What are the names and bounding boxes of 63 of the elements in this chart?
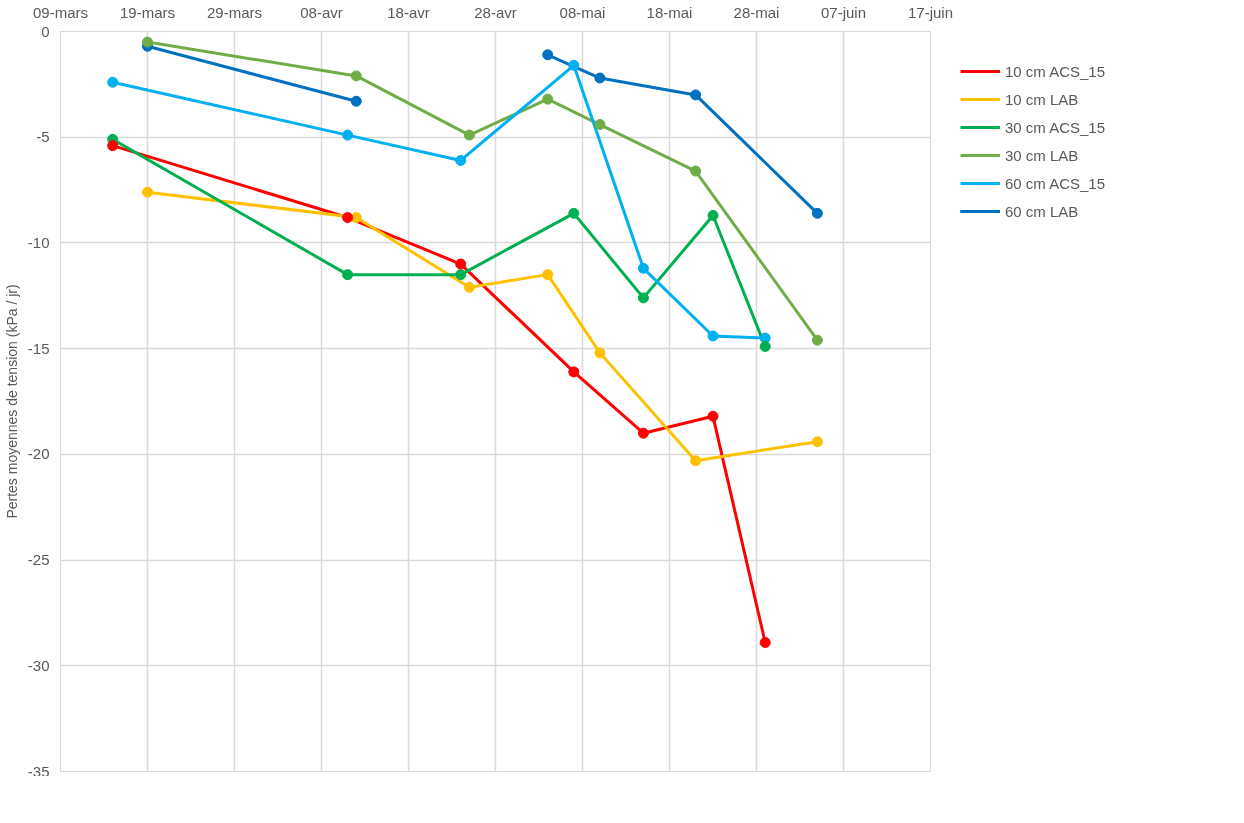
point <box>811 436 823 448</box>
point <box>542 49 554 61</box>
x-tick-label: 18-mai <box>646 3 693 21</box>
y-tick-label: -5 <box>36 128 50 146</box>
x-tick-label: 29-mars <box>206 3 263 21</box>
point <box>690 89 702 101</box>
x-tick-label: 28-mai <box>733 3 780 21</box>
y-tick-label: -15 <box>27 339 50 357</box>
point <box>142 36 153 48</box>
point <box>690 455 702 467</box>
point <box>594 72 606 84</box>
y-tick-label: -30 <box>27 656 50 674</box>
point <box>594 119 606 131</box>
legend-label: 60 cm LAB <box>1005 202 1079 220</box>
x-tick-label: 09-mars <box>32 3 89 21</box>
point <box>637 262 649 274</box>
y-tick-label: -25 <box>27 551 50 569</box>
legend-label: 30 cm ACS_15 <box>1005 118 1106 136</box>
point <box>350 95 362 107</box>
x-tick-label: 07-juin <box>820 3 867 21</box>
x-tick-label: 08-avr <box>300 3 343 21</box>
legend-label: 10 cm ACS_15 <box>1005 62 1106 80</box>
legend-label: 60 cm ACS_15 <box>1005 174 1106 192</box>
point <box>707 330 719 342</box>
point <box>463 281 475 293</box>
x-tick-label: 08-mai <box>559 3 606 21</box>
point <box>107 76 119 88</box>
point <box>568 207 580 219</box>
point <box>811 334 823 346</box>
y-axis-title: Pertes moyennes de tension (kPa / jr) <box>3 284 20 519</box>
point <box>542 269 554 281</box>
point <box>107 140 119 152</box>
point <box>594 347 606 359</box>
point <box>342 212 354 224</box>
point <box>690 165 702 177</box>
point <box>455 154 467 166</box>
point <box>759 341 771 353</box>
point <box>342 269 354 281</box>
point <box>568 366 580 378</box>
x-tick-label: 18-avr <box>387 3 430 21</box>
point <box>707 209 719 221</box>
x-tick-label: 17-juin <box>907 3 954 21</box>
point <box>811 207 823 219</box>
y-tick-label: -20 <box>27 445 50 463</box>
point <box>759 637 771 649</box>
point <box>463 129 475 141</box>
point <box>542 93 554 105</box>
y-tick-label: -10 <box>27 233 50 251</box>
point <box>455 258 467 270</box>
y-tick-label: 0 <box>41 22 50 40</box>
x-tick-label: 28-avr <box>474 3 517 21</box>
point <box>455 269 467 281</box>
point <box>350 70 362 82</box>
point <box>142 186 153 198</box>
point <box>637 292 649 304</box>
point <box>637 427 649 439</box>
legend-label: 30 cm LAB <box>1005 146 1079 164</box>
y-tick-label: -35 <box>27 762 50 780</box>
point <box>568 59 580 71</box>
legend-label: 10 cm LAB <box>1005 90 1079 108</box>
point <box>707 410 719 422</box>
x-tick-label: 19-mars <box>119 3 176 21</box>
point <box>342 129 354 141</box>
